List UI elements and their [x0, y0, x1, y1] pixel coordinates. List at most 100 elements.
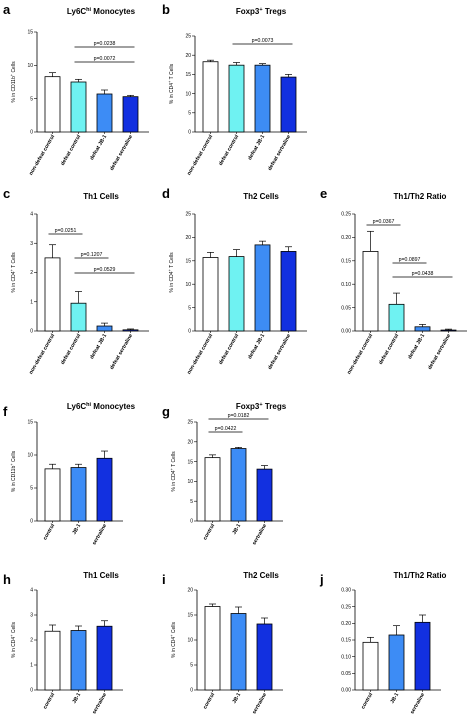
bar [254, 244, 271, 332]
y-tick-label: 1 [30, 299, 33, 305]
bar [388, 634, 405, 691]
y-axis-label: % in CD11b+ Cells [9, 61, 17, 103]
bar [204, 606, 221, 691]
y-axis-label: % in CD4+ T Cells [169, 451, 177, 492]
chart-title: Foxp3+ Tregs [236, 402, 287, 411]
y-axis-label: % in CD4+ T Cells [167, 63, 175, 104]
panel-label: b [162, 2, 170, 17]
y-tick-label: 3 [30, 241, 33, 247]
p-value-label: p=0.0182 [228, 413, 250, 419]
panel-label: i [162, 572, 166, 587]
y-axis-label: % in CD4+ T Cells [9, 252, 17, 293]
category-label: JB-1 [231, 692, 242, 705]
y-tick-label: 0.00 [341, 329, 351, 335]
bar [414, 326, 431, 332]
bar [44, 468, 61, 522]
y-tick-label: 10 [185, 282, 191, 288]
panel-label: g [162, 404, 170, 419]
y-tick-label: 20 [187, 440, 193, 446]
y-tick-label: 15 [185, 259, 191, 265]
y-tick-label: 0.30 [341, 588, 351, 594]
category-label: defeat sertraline [427, 333, 452, 371]
bar [256, 468, 273, 522]
y-tick-label: 10 [27, 63, 33, 69]
y-tick-label: 0.25 [341, 212, 351, 218]
bar [70, 630, 87, 691]
bar [362, 251, 379, 332]
category-label: defeat sertraline [109, 333, 134, 371]
p-value-label: p=0.0072 [94, 56, 116, 62]
y-tick-label: 0.20 [341, 621, 351, 627]
bar [230, 613, 247, 691]
y-tick-label: 1 [30, 663, 33, 669]
y-axis-label: % in CD4+ Cells [169, 622, 177, 658]
chart-title: Th2 Cells [243, 192, 279, 201]
p-value-label: p=0.0897 [399, 257, 421, 263]
bar [204, 457, 221, 522]
p-value-label: p=0.1207 [81, 252, 103, 258]
category-label: non-defeat control [186, 134, 214, 177]
category-label: non-defeat control [186, 333, 214, 376]
category-label: defeat control [218, 333, 241, 366]
p-value-label: p=0.0367 [373, 219, 395, 225]
y-tick-label: 15 [187, 613, 193, 619]
y-tick-label: 5 [30, 96, 33, 102]
y-tick-label: 5 [30, 486, 33, 492]
y-axis-label: % in CD4+ Cells [9, 622, 17, 658]
y-tick-label: 20 [187, 588, 193, 594]
category-label: JB-1 [389, 692, 400, 705]
panel-label: f [3, 404, 8, 419]
bar [70, 302, 87, 332]
bar [96, 625, 113, 691]
category-label: JB-1 [71, 523, 82, 536]
bar [202, 257, 219, 332]
y-tick-label: 0 [30, 519, 33, 525]
y-tick-label: 15 [187, 459, 193, 465]
y-tick-label: 10 [27, 453, 33, 459]
bar [44, 257, 61, 332]
bar [256, 623, 273, 691]
category-label: defeat control [218, 134, 241, 167]
category-label: defeat JB-1 [89, 333, 108, 360]
category-label: defeat control [60, 333, 83, 366]
category-label: control [42, 523, 56, 542]
y-tick-label: 4 [30, 588, 33, 594]
bar [228, 64, 245, 133]
y-tick-label: 3 [30, 613, 33, 619]
bar [280, 251, 297, 332]
y-tick-label: 0.20 [341, 235, 351, 241]
category-label: non-defeat control [28, 134, 56, 177]
panel-label: e [320, 186, 327, 201]
category-label: defeat sertraline [267, 333, 292, 371]
y-tick-label: 0 [190, 519, 193, 525]
chart-panel-e: e Th1/Th2 Ratio 0.00 0.05 0.10 0.15 0.20 0.25 no… [320, 186, 467, 375]
bar [202, 61, 219, 133]
category-label: JB-1 [231, 523, 242, 536]
p-value-label: p=0.0238 [94, 41, 116, 47]
category-label: JB-1 [71, 692, 82, 705]
category-label: defeat JB-1 [89, 134, 108, 161]
panel-label: d [162, 186, 170, 201]
bar [70, 467, 87, 522]
y-tick-label: 0 [188, 329, 191, 335]
y-tick-label: 25 [185, 34, 191, 40]
y-axis-label: % in CD11b+ Cells [9, 450, 17, 492]
panel-label: c [3, 186, 10, 201]
y-tick-label: 2 [30, 638, 33, 644]
y-tick-label: 0.10 [341, 654, 351, 660]
y-tick-label: 15 [185, 72, 191, 78]
y-tick-label: 5 [188, 111, 191, 117]
y-tick-label: 10 [187, 638, 193, 644]
y-tick-label: 0.05 [341, 305, 351, 311]
p-value-label: p=0.0073 [252, 38, 274, 44]
p-value-label: p=0.0529 [94, 267, 116, 273]
y-tick-label: 10 [187, 479, 193, 485]
y-tick-label: 0 [30, 130, 33, 136]
category-label: defeat JB-1 [247, 134, 266, 161]
y-tick-label: 25 [185, 212, 191, 218]
chart-title: Foxp3+ Tregs [236, 7, 287, 16]
bar [96, 457, 113, 522]
y-tick-label: 2 [30, 270, 33, 276]
bar [122, 329, 139, 332]
category-label: defeat JB-1 [247, 333, 266, 360]
